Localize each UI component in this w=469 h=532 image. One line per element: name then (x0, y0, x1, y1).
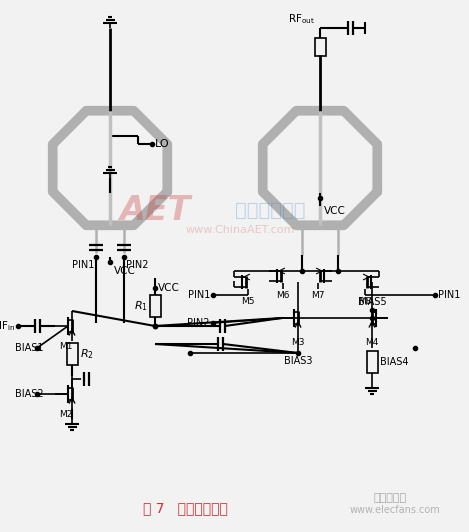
Text: M7: M7 (311, 291, 325, 300)
Text: AET: AET (119, 194, 191, 227)
Text: M2: M2 (59, 410, 73, 419)
Text: VCC: VCC (114, 266, 136, 276)
Text: www.ChinaAET.com: www.ChinaAET.com (185, 225, 295, 235)
Bar (366, 351, 378, 373)
Text: PIN1: PIN1 (438, 290, 461, 300)
Text: M6: M6 (276, 291, 290, 300)
Text: M8: M8 (358, 297, 372, 306)
Text: M3: M3 (291, 338, 305, 347)
Text: VCC: VCC (324, 206, 346, 216)
Text: M1: M1 (59, 342, 73, 351)
Text: PIN1: PIN1 (72, 260, 94, 270)
Text: $R_1$: $R_1$ (134, 299, 148, 313)
Text: PIN1: PIN1 (188, 290, 210, 300)
Text: VCC: VCC (158, 283, 180, 293)
Text: M4: M4 (365, 338, 378, 347)
Text: BIAS5: BIAS5 (358, 297, 386, 307)
Bar (315, 38, 325, 56)
Text: 电子技术应用: 电子技术应用 (235, 201, 305, 220)
Text: 电子发烧友: 电子发烧友 (373, 493, 407, 503)
Text: 图 7   混频器原理图: 图 7 混频器原理图 (143, 501, 227, 515)
Text: IF$_{\rm in}$: IF$_{\rm in}$ (0, 319, 15, 333)
Text: PIN2: PIN2 (126, 260, 149, 270)
Text: $R_2$: $R_2$ (80, 347, 94, 361)
Text: RF$_{\rm out}$: RF$_{\rm out}$ (288, 12, 315, 26)
Text: BIAS4: BIAS4 (380, 357, 408, 367)
Text: LO: LO (155, 139, 170, 149)
Text: BIAS1: BIAS1 (15, 343, 44, 353)
Text: BIAS2: BIAS2 (15, 389, 44, 399)
Text: PIN2: PIN2 (188, 318, 210, 328)
Text: BIAS3: BIAS3 (284, 356, 312, 366)
Text: M5: M5 (241, 297, 255, 306)
Text: www.elecfans.com: www.elecfans.com (349, 505, 440, 515)
Bar (150, 295, 160, 317)
Bar (67, 343, 77, 365)
